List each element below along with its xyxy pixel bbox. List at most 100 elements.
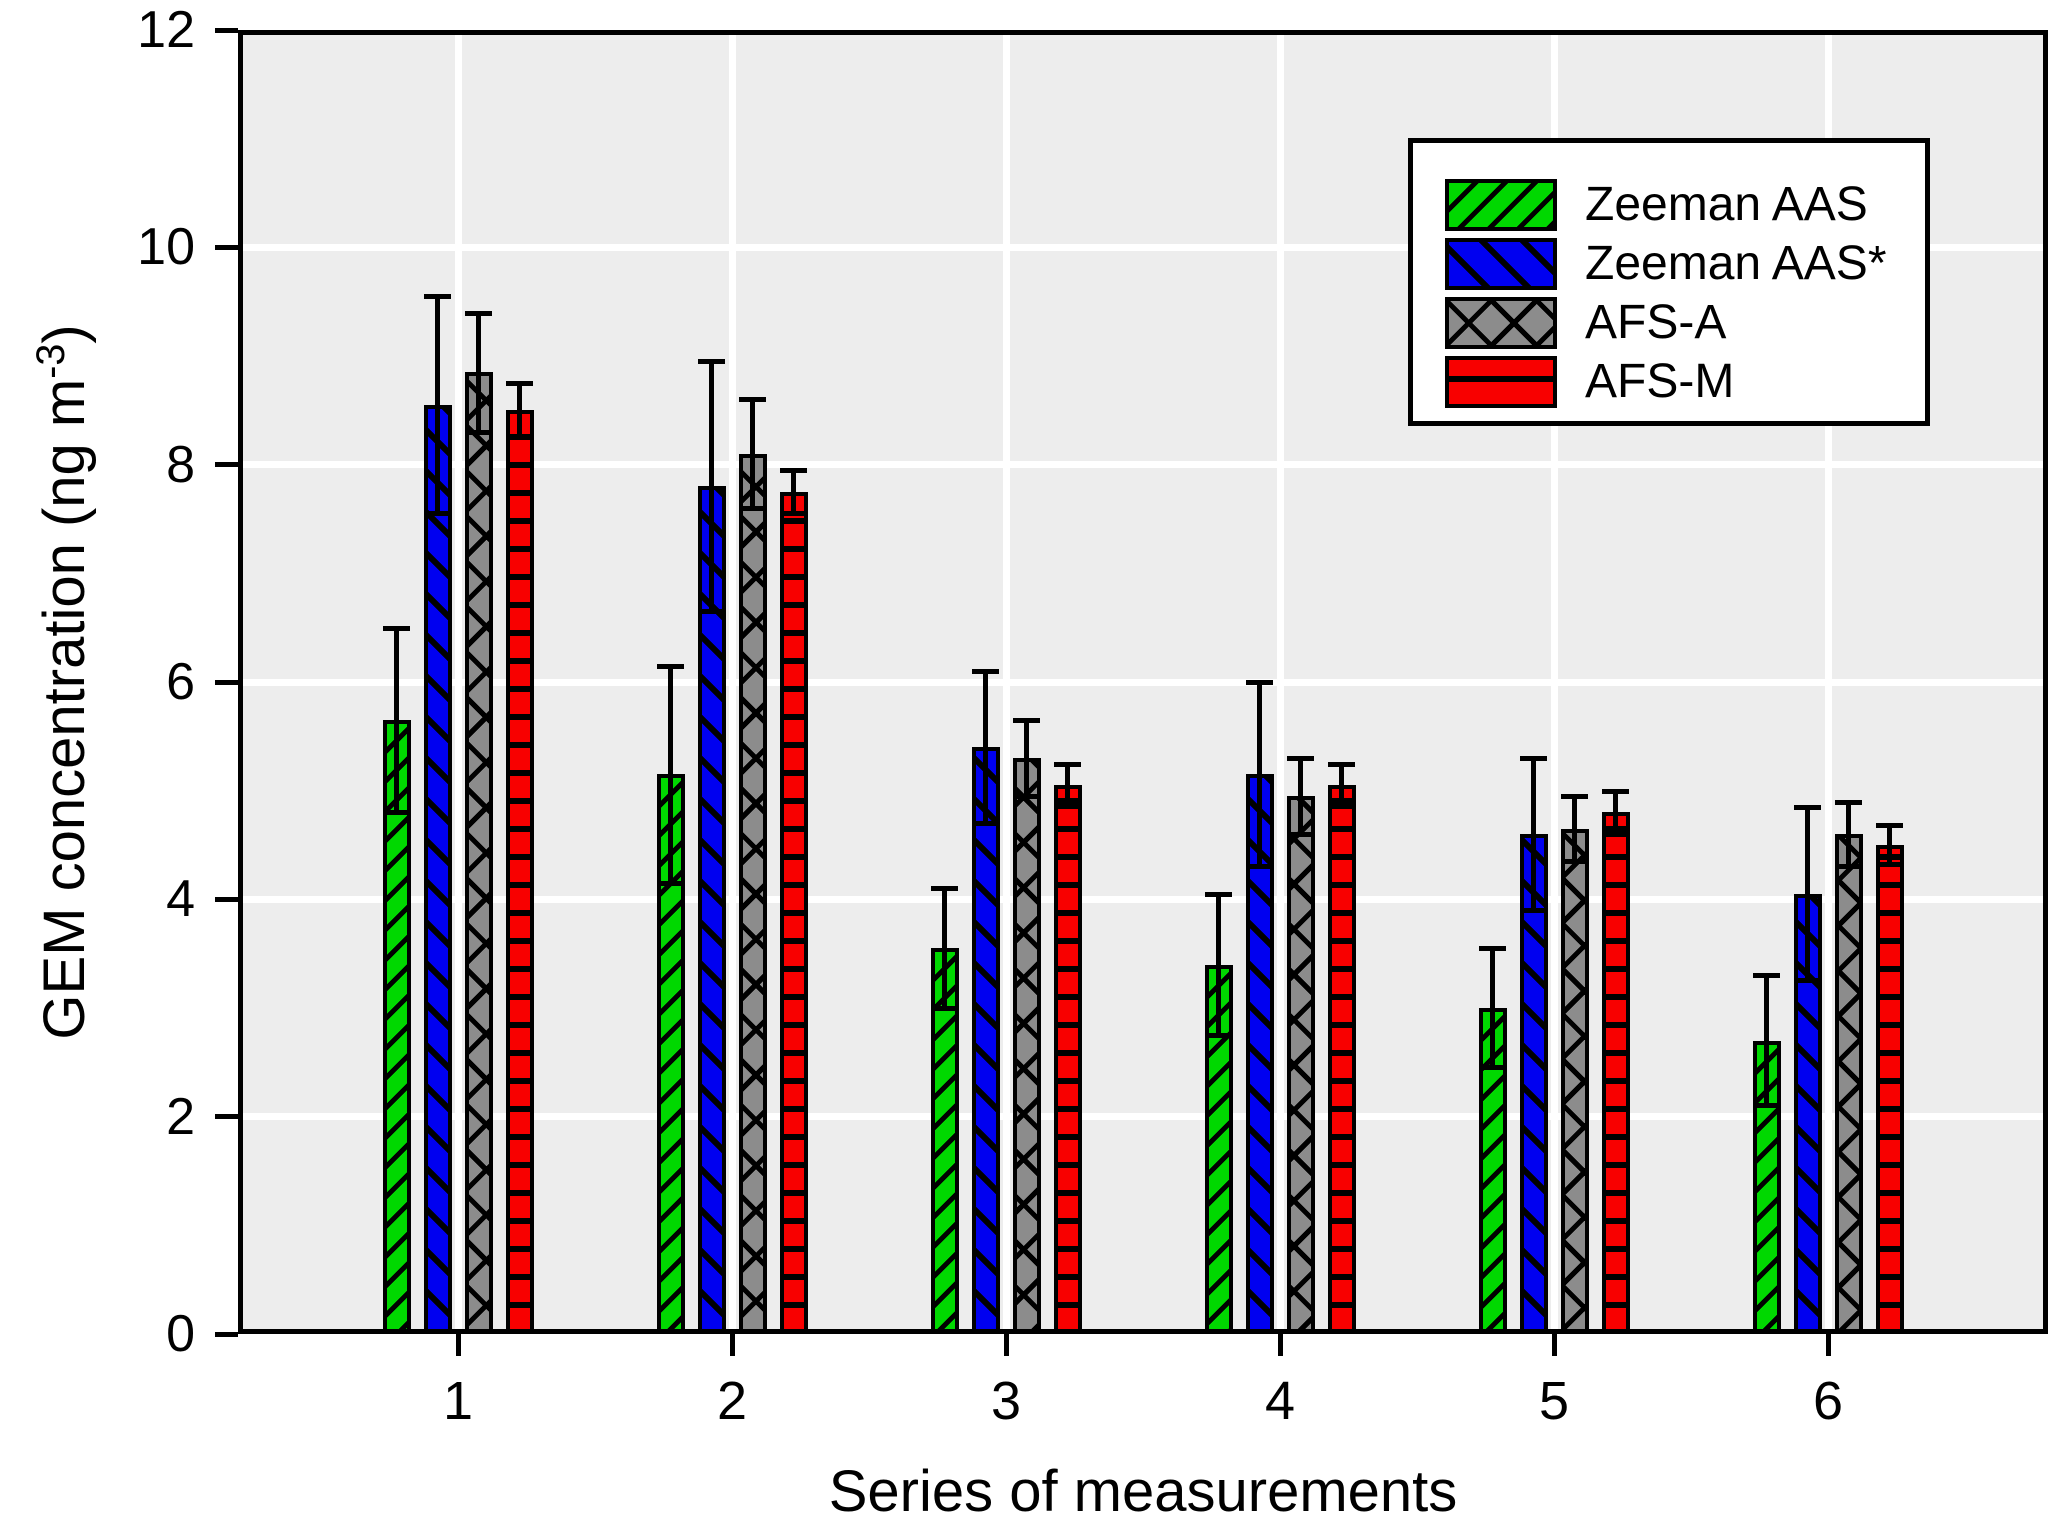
error-bar	[1339, 763, 1344, 807]
error-bar	[1805, 806, 1810, 981]
error-bar-cap-bottom	[698, 608, 725, 614]
error-bar	[1490, 948, 1495, 1068]
error-bar-cap-top	[1328, 761, 1355, 767]
error-bar	[983, 671, 988, 824]
vertical-gridline	[454, 30, 462, 1334]
legend-items: Zeeman AAS Zeeman AAS* AFS-A AFS-M	[1445, 179, 1915, 415]
y-axis-tick	[215, 244, 238, 250]
error-bar-cap-bottom	[1246, 864, 1273, 870]
bar-afs-a-2	[738, 453, 767, 1334]
error-bar	[1024, 720, 1029, 797]
error-bar-cap-bottom	[972, 820, 999, 826]
y-axis-tick	[215, 1331, 238, 1337]
error-bar	[1257, 682, 1262, 867]
error-bar-cap-bottom	[1753, 1103, 1780, 1109]
error-bar	[668, 665, 673, 884]
error-bar-cap-top	[698, 359, 725, 365]
error-bar-cap-top	[1753, 973, 1780, 979]
x-tick-label: 6	[1812, 1371, 1844, 1431]
bar-afs-m-6	[1875, 845, 1904, 1334]
error-bar-cap-bottom	[1520, 907, 1547, 913]
y-tick-label: 10	[137, 218, 195, 277]
error-bar-cap-top	[739, 397, 766, 403]
error-bar-cap-bottom	[506, 435, 533, 440]
y-tick-label: 12	[137, 1, 195, 59]
vertical-gridline	[728, 30, 736, 1334]
error-bar-cap-bottom	[1602, 831, 1629, 837]
error-bar-cap-top	[1794, 804, 1821, 810]
error-bar	[1887, 825, 1892, 865]
bar-afs-m-5	[1601, 812, 1630, 1334]
y-tick-label: 4	[166, 870, 195, 929]
error-bar-cap-top	[1246, 680, 1273, 685]
legend-item: AFS-A	[1445, 297, 1915, 349]
y-axis-tick	[215, 896, 238, 902]
error-bar-cap-bottom	[1287, 831, 1314, 837]
y-tick-label: 0	[166, 1305, 195, 1363]
error-bar-cap-top	[506, 381, 533, 387]
legend-label: AFS-M	[1585, 355, 1735, 408]
bar-afs-a-1	[464, 372, 493, 1334]
y-axis-title-superscript: -3	[28, 343, 73, 379]
legend-item: Zeeman AAS	[1445, 179, 1915, 231]
error-bar-cap-bottom	[1054, 804, 1081, 810]
error-bar-cap-top	[931, 886, 958, 892]
bar-zeeman-aas--6	[1793, 893, 1822, 1334]
bar-afs-m-2	[779, 491, 808, 1334]
bar-zeeman-aas-1	[382, 720, 411, 1334]
y-axis-tick	[215, 679, 238, 685]
error-bar-cap-top	[1520, 756, 1547, 762]
error-bar-cap-bottom	[931, 1005, 958, 1011]
legend-label: Zeeman AAS*	[1585, 237, 1887, 290]
x-axis-tick	[1003, 1334, 1009, 1356]
error-bar-cap-bottom	[1013, 793, 1040, 799]
horizontal-gridline	[238, 895, 2048, 903]
bar-afs-m-1	[505, 410, 534, 1334]
error-bar-cap-top	[1561, 794, 1588, 800]
vertical-gridline	[1824, 30, 1832, 1334]
error-bar	[1531, 758, 1536, 911]
error-bar-cap-bottom	[780, 511, 807, 517]
error-bar	[709, 361, 714, 612]
horizontal-gridline	[238, 678, 2048, 686]
error-bar-cap-bottom	[465, 429, 492, 435]
y-tick-label: 6	[166, 653, 195, 711]
error-bar-cap-top	[424, 294, 451, 300]
x-tick-label: 1	[442, 1371, 474, 1431]
x-axis-tick	[1825, 1334, 1831, 1356]
error-bar-cap-top	[465, 310, 492, 316]
bar-afs-a-4	[1286, 796, 1315, 1334]
error-bar-cap-top	[1013, 718, 1040, 724]
bar-zeeman-aas--2	[697, 486, 726, 1334]
error-bar	[1065, 763, 1070, 807]
y-tick-label: 8	[166, 435, 195, 494]
legend-label: AFS-A	[1585, 296, 1727, 349]
y-axis-tick	[215, 27, 238, 33]
y-tick-label: 2	[166, 1087, 195, 1146]
vertical-gridline	[1276, 30, 1284, 1334]
error-bar	[1298, 758, 1303, 835]
bar-afs-a-3	[1012, 758, 1041, 1334]
x-tick-label: 4	[1264, 1371, 1296, 1431]
error-bar-cap-top	[1602, 788, 1629, 794]
error-bar	[1846, 801, 1851, 867]
error-bar-cap-bottom	[1794, 978, 1821, 984]
legend-swatch-afs-a	[1445, 297, 1557, 349]
x-tick-label: 3	[990, 1371, 1022, 1431]
bar-zeeman-aas-3	[930, 948, 959, 1334]
error-bar-cap-top	[657, 663, 684, 669]
error-bar	[476, 312, 481, 433]
error-bar-cap-bottom	[1876, 862, 1903, 868]
x-axis-title: Series of measurements	[828, 1459, 1458, 1524]
y-axis-tick	[215, 1114, 238, 1120]
y-axis-tick	[215, 462, 238, 468]
error-bar	[435, 296, 440, 514]
error-bar-cap-top	[1287, 756, 1314, 762]
x-tick-label: 2	[716, 1371, 748, 1431]
bar-afs-m-3	[1053, 785, 1082, 1334]
error-bar-cap-top	[1054, 761, 1081, 767]
error-bar-cap-bottom	[1205, 1032, 1232, 1038]
error-bar-cap-top	[1479, 946, 1506, 952]
error-bar	[1764, 975, 1769, 1106]
